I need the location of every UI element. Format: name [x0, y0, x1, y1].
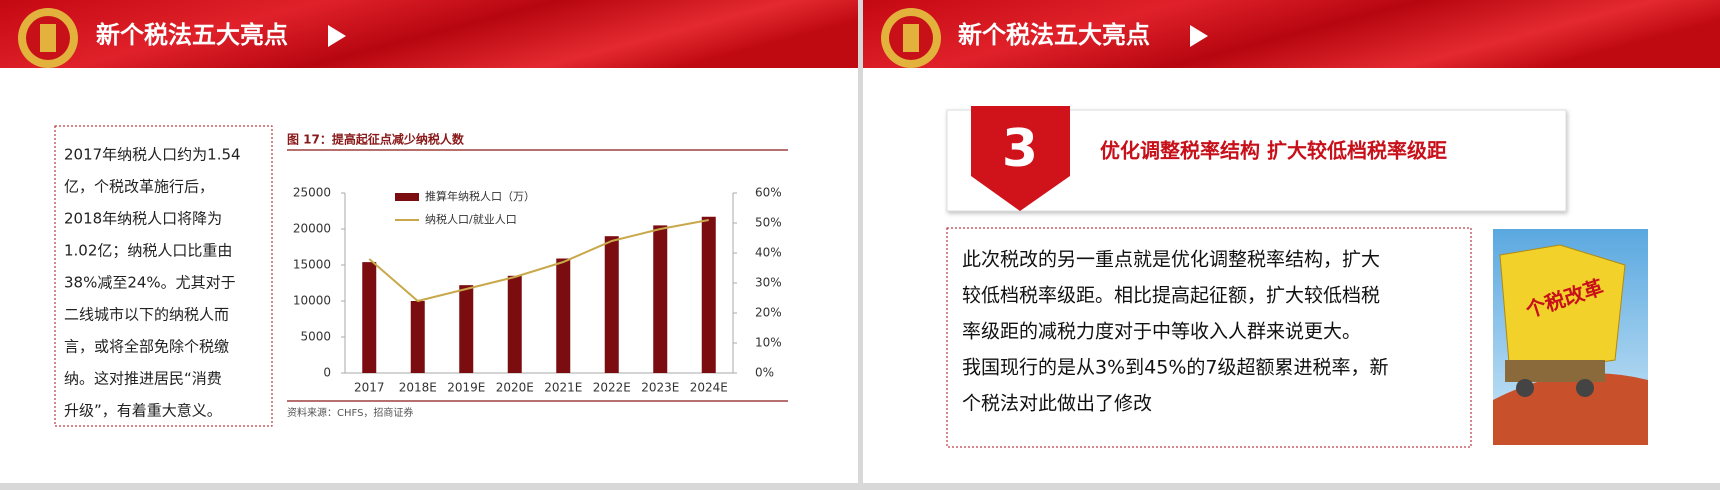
chart: 图 17：提高起征点减少纳税人数 资料来源：CHFS，招商证券 0 5000 100… [287, 132, 788, 419]
text-box [946, 227, 1472, 448]
y-tick-label: 5000 [300, 330, 331, 344]
y-tick-label: 25000 [293, 186, 331, 200]
y-tick-label: 15000 [293, 258, 331, 272]
text-line: 二线城市以下的纳税人而 [64, 306, 229, 324]
divider [858, 0, 863, 490]
y2-tick-label: 20% [755, 306, 782, 320]
y-tick-label: 0 [323, 366, 331, 380]
text-line: 较低档税率级距。相比提高起征额，扩大较低档税 [962, 285, 1380, 307]
y-tick-label: 10000 [293, 294, 331, 308]
text-line: 个税法对此做出了修改 [962, 393, 1152, 415]
y-tick-label: 20000 [293, 222, 331, 236]
bar [604, 236, 619, 373]
x-tick-label: 2019E [447, 381, 485, 395]
text-line: 纳。这对推进居民“消费 [64, 370, 222, 388]
right-header: 新个税法五大亮点 [863, 0, 1720, 68]
bar [507, 275, 522, 373]
text-line: 升级”，有着重大意义。 [64, 402, 222, 420]
legend-label: 推算年纳税人口（万） [425, 189, 535, 203]
badge [971, 106, 1070, 211]
y2-tick-label: 40% [755, 246, 782, 260]
chart-title: 图 17：提高起征点减少纳税人数 [287, 132, 465, 147]
header-band [863, 0, 1720, 68]
header-band [0, 0, 858, 68]
text-line: 2018年纳税人口将降为 [64, 210, 222, 228]
image-wheel [1516, 379, 1534, 397]
bar [362, 262, 377, 373]
bar [459, 285, 474, 373]
y2-tick-label: 50% [755, 216, 782, 230]
section-heading: 优化调整税率结构 扩大较低档税率级距 [1100, 139, 1447, 163]
x-tick-label: 2024E [690, 381, 728, 395]
x-tick-label: 2023E [641, 381, 679, 395]
logo-mark [40, 24, 56, 52]
bar [410, 301, 425, 373]
text-line: 2017年纳税人口约为1.54 [64, 146, 241, 164]
header-arrow [1190, 25, 1208, 47]
image-yuan [1499, 244, 1626, 376]
bar [556, 258, 571, 373]
logo-mark [903, 24, 919, 52]
text-line: 38%减至24%。尤其对于 [64, 274, 236, 292]
x-tick-label: 2017 [354, 381, 385, 395]
x-tick-label: 2021E [544, 381, 582, 395]
left-header: 新个税法五大亮点 [0, 0, 858, 68]
image-cart [1505, 360, 1605, 382]
text-line: 1.02亿；纳税人口比重由 [64, 242, 232, 260]
y2-tick-label: 0% [755, 366, 774, 380]
illustration: 个税改革 [1493, 229, 1648, 445]
y2-tick-label: 10% [755, 336, 782, 350]
x-tick-label: 2020E [496, 381, 534, 395]
bar [701, 216, 716, 373]
header-title: 新个税法五大亮点 [958, 21, 1150, 49]
y2-tick-label: 30% [755, 276, 782, 290]
x-tick-label: 2022E [593, 381, 631, 395]
y2-tick-label: 60% [755, 186, 782, 200]
legend-swatch [395, 193, 419, 201]
header-arrow [328, 25, 346, 47]
bar [653, 225, 668, 373]
text-box [54, 125, 273, 427]
text-line: 言，或将全部免除个税缴 [64, 338, 229, 356]
bottom-strip [0, 483, 1720, 490]
chart-source: 资料来源：CHFS，招商证券 [287, 406, 413, 419]
text-line: 我国现行的是从3%到45%的7级超额累进税率，新 [962, 357, 1388, 379]
text-block: 此次税改的另一重点就是优化调整税率结构，扩大较低档税率级距。相比提高起征额，扩大… [962, 249, 1388, 415]
legend-label: 纳税人口/就业人口 [425, 212, 517, 226]
line-series [368, 219, 709, 303]
text-line: 率级距的减税力度对于中等收入人群来说更大。 [962, 321, 1361, 343]
text-line: 此次税改的另一重点就是优化调整税率结构，扩大 [962, 249, 1380, 271]
image-wheel [1576, 379, 1594, 397]
badge-number: 3 [1002, 119, 1038, 179]
header-title: 新个税法五大亮点 [96, 21, 288, 49]
text-line: 亿，个税改革施行后， [64, 178, 214, 196]
x-tick-label: 2018E [399, 381, 437, 395]
text-block: 2017年纳税人口约为1.54 亿，个税改革施行后， 2018年纳税人口将降为 1.0… [64, 146, 241, 420]
